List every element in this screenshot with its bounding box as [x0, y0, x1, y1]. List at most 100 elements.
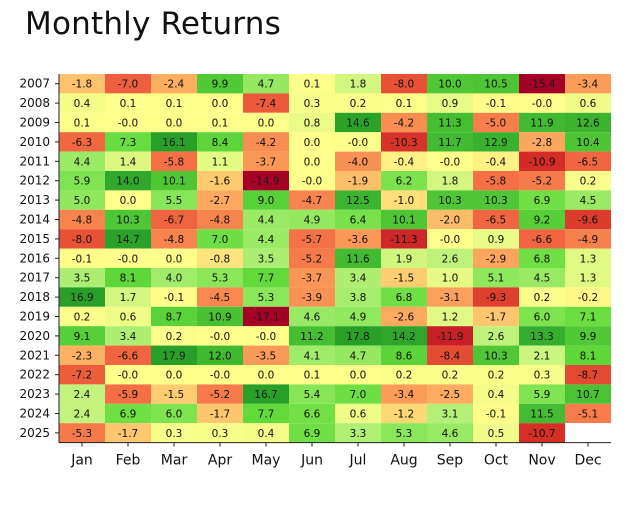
heatmap-cell [519, 190, 565, 210]
heatmap-cell [519, 248, 565, 268]
heatmap-cell [151, 209, 197, 230]
cell-value-label: 0.0 [258, 370, 275, 382]
heatmap-cell [335, 209, 381, 230]
cell-value-label: 6.8 [534, 253, 551, 265]
heatmap-cell [519, 229, 565, 249]
cell-value-label: 9.2 [534, 215, 551, 227]
heatmap-cell [473, 132, 519, 152]
heatmap-cell [151, 326, 197, 346]
heatmap-cell [335, 248, 381, 268]
y-tick-label: 2010 [19, 135, 50, 149]
heatmap-cell [335, 171, 381, 191]
cell-value-label: 14.6 [346, 118, 370, 130]
heatmap-cell [243, 306, 289, 327]
cell-value-label: 9.1 [74, 331, 91, 343]
cell-value-label: 1.1 [212, 156, 229, 168]
cell-value-label: -3.7 [302, 273, 323, 285]
heatmap-cell [243, 287, 289, 307]
cell-value-label: 1.7 [120, 292, 137, 304]
cell-value-label: -11.3 [390, 234, 417, 246]
heatmap-cell [519, 384, 565, 404]
cell-value-label: 6.9 [120, 409, 137, 421]
cell-value-label: 5.1 [488, 273, 505, 285]
cell-value-label: -3.4 [394, 389, 415, 401]
heatmap-cell [427, 74, 473, 94]
cell-value-label: -4.0 [348, 156, 369, 168]
cell-value-label: 0.3 [166, 428, 183, 440]
heatmap-cell [289, 403, 335, 424]
cell-value-label: -4.8 [164, 234, 185, 246]
x-tick-label: Aug [390, 453, 417, 469]
cell-value-label: -4.5 [210, 292, 231, 304]
heatmap-cell [473, 93, 519, 113]
heatmap-cell [197, 268, 243, 288]
heatmap-cell [335, 403, 381, 424]
cell-value-label: 0.0 [212, 98, 229, 110]
cell-value-label: -2.5 [440, 389, 461, 401]
cell-value-label: 3.4 [350, 273, 367, 285]
heatmap-cell [105, 248, 151, 268]
cell-value-label: 4.9 [304, 215, 321, 227]
cell-value-label: -0.2 [578, 292, 599, 304]
cell-value-label: 14.0 [116, 176, 139, 188]
heatmap-cell [427, 229, 473, 249]
cell-value-label: 3.8 [350, 292, 367, 304]
cell-value-label: -6.6 [118, 350, 139, 362]
cell-value-label: -2.8 [532, 137, 553, 149]
heatmap-cell [381, 326, 427, 346]
cell-value-label: 8.1 [580, 350, 597, 362]
heatmap-cell [381, 384, 427, 404]
heatmap-cell [381, 403, 427, 424]
heatmap-cell [519, 132, 565, 152]
cell-value-label: 7.0 [212, 234, 229, 246]
cell-value-label: -6.5 [486, 215, 507, 227]
cell-value-label: 7.1 [580, 312, 597, 324]
heatmap-cell [243, 132, 289, 152]
heatmap-cell [105, 326, 151, 346]
heatmap-cell [519, 365, 565, 385]
heatmap-cell [427, 326, 473, 346]
x-tick-label: May [252, 453, 281, 469]
cell-value-label: 3.5 [258, 253, 275, 265]
heatmap-cell [59, 209, 105, 230]
heatmap-cell [59, 74, 105, 94]
heatmap-cell [565, 74, 611, 94]
heatmap-cell [473, 306, 519, 327]
y-tick-label: 2019 [19, 310, 50, 324]
heatmap-cell [381, 229, 427, 249]
heatmap-cell [151, 132, 197, 152]
heatmap-cell [519, 345, 565, 365]
x-tick-label: Feb [116, 453, 141, 469]
heatmap-cell [519, 306, 565, 327]
cell-value-label: 4.7 [350, 350, 367, 362]
cell-value-label: -3.9 [302, 292, 323, 304]
cell-value-label: 0.2 [350, 98, 367, 110]
cell-value-label: 5.9 [534, 389, 551, 401]
y-tick-label: 2024 [19, 407, 50, 421]
cell-value-label: -2.7 [210, 195, 231, 207]
heatmap-cell [151, 345, 197, 365]
cell-value-label: 6.9 [304, 428, 321, 440]
cell-value-label: 7.7 [258, 409, 275, 421]
cell-value-label: -5.9 [118, 389, 139, 401]
cell-value-label: 0.6 [580, 98, 597, 110]
cell-value-label: -0.0 [118, 118, 139, 130]
heatmap-cell [565, 345, 611, 365]
heatmap-cell [519, 112, 565, 133]
heatmap-cell [59, 229, 105, 249]
heatmap-cell [381, 248, 427, 268]
heatmap-cell [519, 268, 565, 288]
y-tick-label: 2016 [19, 251, 50, 265]
cell-value-label: 5.5 [166, 195, 183, 207]
cell-value-label: -5.0 [486, 118, 507, 130]
cell-value-label: 5.4 [304, 389, 321, 401]
cell-value-label: 10.3 [484, 350, 507, 362]
heatmap-cell [519, 403, 565, 424]
cell-value-label: 0.1 [212, 118, 229, 130]
cell-value-label: -0.1 [486, 409, 507, 421]
heatmap-cell [105, 384, 151, 404]
cell-value-label: -8.0 [72, 234, 93, 246]
heatmap-cell [381, 423, 427, 443]
cell-value-label: -3.4 [578, 79, 599, 91]
x-tick-label: Mar [161, 453, 188, 469]
